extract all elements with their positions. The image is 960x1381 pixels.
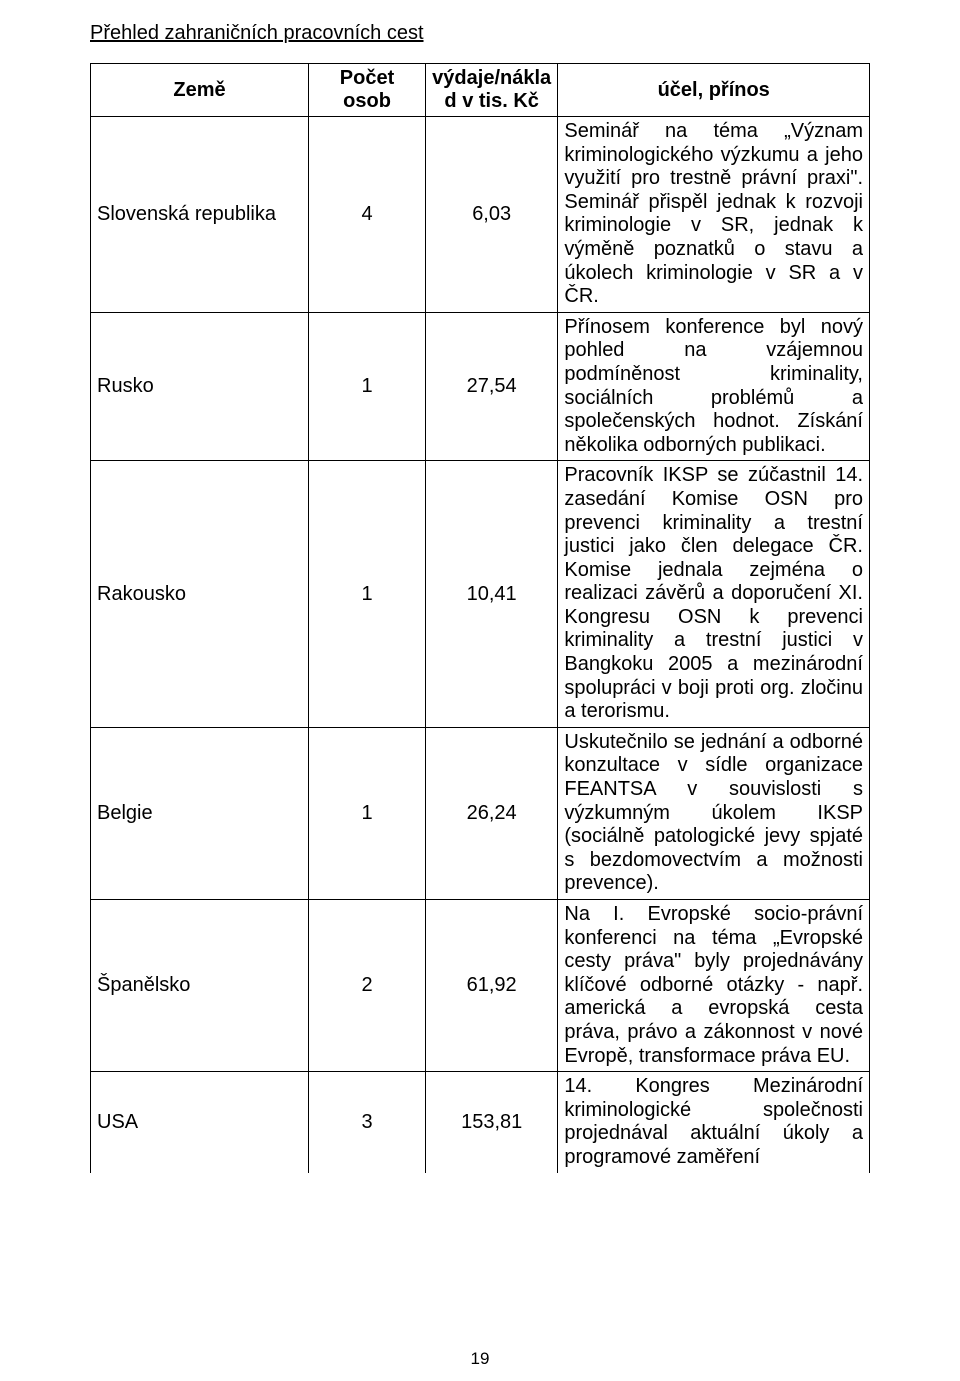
col-header-purpose: účel, přínos: [558, 64, 870, 117]
table-row: Španělsko 2 61,92 Na I. Evropské socio-p…: [91, 900, 870, 1072]
document-page: Přehled zahraničních pracovních cest Zem…: [0, 0, 960, 1381]
cell-persons: 1: [309, 461, 426, 728]
cell-country: Španělsko: [91, 900, 309, 1072]
trips-table: Země Počet osob výdaje/nákla d v tis. Kč…: [90, 63, 870, 1173]
col-header-costs: výdaje/nákla d v tis. Kč: [425, 64, 557, 117]
cell-purpose: 14. Kongres Mezinárodní kriminologické s…: [558, 1072, 870, 1173]
cell-purpose: Přínosem konference byl nový pohled na v…: [558, 312, 870, 461]
cell-country: Rakousko: [91, 461, 309, 728]
cell-country: Rusko: [91, 312, 309, 461]
table-row: Slovenská republika 4 6,03 Seminář na té…: [91, 117, 870, 313]
table-header-row: Země Počet osob výdaje/nákla d v tis. Kč…: [91, 64, 870, 117]
col-header-persons: Počet osob: [309, 64, 426, 117]
cell-persons: 1: [309, 312, 426, 461]
cell-costs: 153,81: [425, 1072, 557, 1173]
cell-country: Slovenská republika: [91, 117, 309, 313]
page-title: Přehled zahraničních pracovních cest: [90, 22, 870, 45]
cell-costs: 6,03: [425, 117, 557, 313]
cell-purpose: Uskutečnilo se jednání a odborné konzult…: [558, 727, 870, 899]
cell-persons: 3: [309, 1072, 426, 1173]
cell-purpose: Na I. Evropské socio-právní konferenci n…: [558, 900, 870, 1072]
table-row: USA 3 153,81 14. Kongres Mezinárodní kri…: [91, 1072, 870, 1173]
table-row: Rusko 1 27,54 Přínosem konference byl no…: [91, 312, 870, 461]
cell-purpose: Seminář na téma „Význam kriminologického…: [558, 117, 870, 313]
table-row: Rakousko 1 10,41 Pracovník IKSP se zúčas…: [91, 461, 870, 728]
cell-persons: 1: [309, 727, 426, 899]
cell-country: Belgie: [91, 727, 309, 899]
cell-persons: 4: [309, 117, 426, 313]
cell-persons: 2: [309, 900, 426, 1072]
page-number: 19: [471, 1349, 490, 1369]
table-row: Belgie 1 26,24 Uskutečnilo se jednání a …: [91, 727, 870, 899]
cell-costs: 61,92: [425, 900, 557, 1072]
cell-costs: 26,24: [425, 727, 557, 899]
cell-country: USA: [91, 1072, 309, 1173]
cell-purpose: Pracovník IKSP se zúčastnil 14. zasedání…: [558, 461, 870, 728]
cell-costs: 27,54: [425, 312, 557, 461]
cell-costs: 10,41: [425, 461, 557, 728]
col-header-country: Země: [91, 64, 309, 117]
